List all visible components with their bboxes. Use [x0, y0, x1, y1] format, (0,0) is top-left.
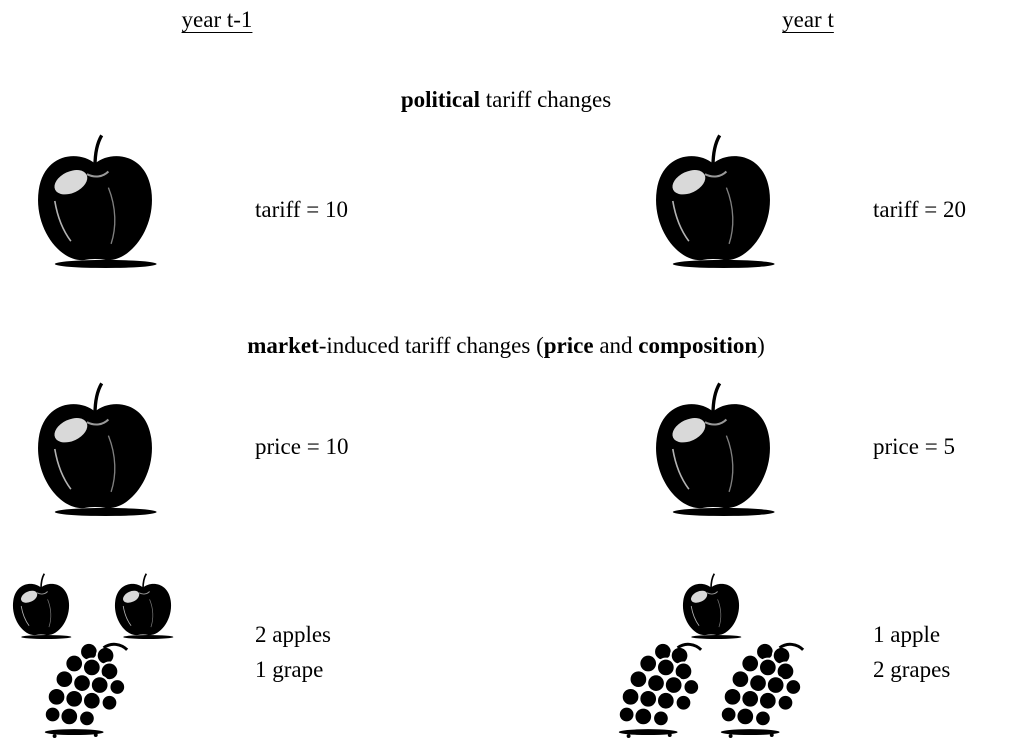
label: price = 5	[873, 430, 955, 464]
label: price = 10	[255, 430, 348, 464]
apple-icon	[656, 135, 775, 268]
page: year t-1 year t political tariff changes…	[0, 0, 1012, 738]
text: and	[594, 333, 639, 358]
column-header: year t-1	[182, 3, 253, 37]
grape-icon	[619, 643, 701, 738]
bold-text: market	[247, 333, 319, 358]
column-header: year t	[782, 3, 834, 37]
label: 2 grapes	[873, 653, 950, 687]
section-heading: political tariff changes	[0, 83, 1012, 117]
apple-icon	[115, 574, 173, 639]
apple-icon	[38, 383, 157, 516]
bold-text: price	[544, 333, 594, 358]
grape-icon	[721, 643, 803, 738]
text: -induced tariff changes (	[319, 333, 544, 358]
section-heading: market-induced tariff changes (price and…	[0, 329, 1012, 363]
bold-text: composition	[638, 333, 757, 358]
label: tariff = 10	[255, 193, 348, 227]
apple-icon	[38, 135, 157, 268]
label: 2 apples	[255, 618, 331, 652]
label: 1 apple	[873, 618, 940, 652]
apple-icon	[13, 574, 71, 639]
apple-icon	[656, 383, 775, 516]
grape-icon	[45, 643, 127, 738]
text: tariff changes	[480, 87, 611, 112]
text: )	[757, 333, 765, 358]
label: tariff = 20	[873, 193, 966, 227]
apple-icon	[683, 574, 741, 639]
bold-text: political	[401, 87, 480, 112]
label: 1 grape	[255, 653, 323, 687]
